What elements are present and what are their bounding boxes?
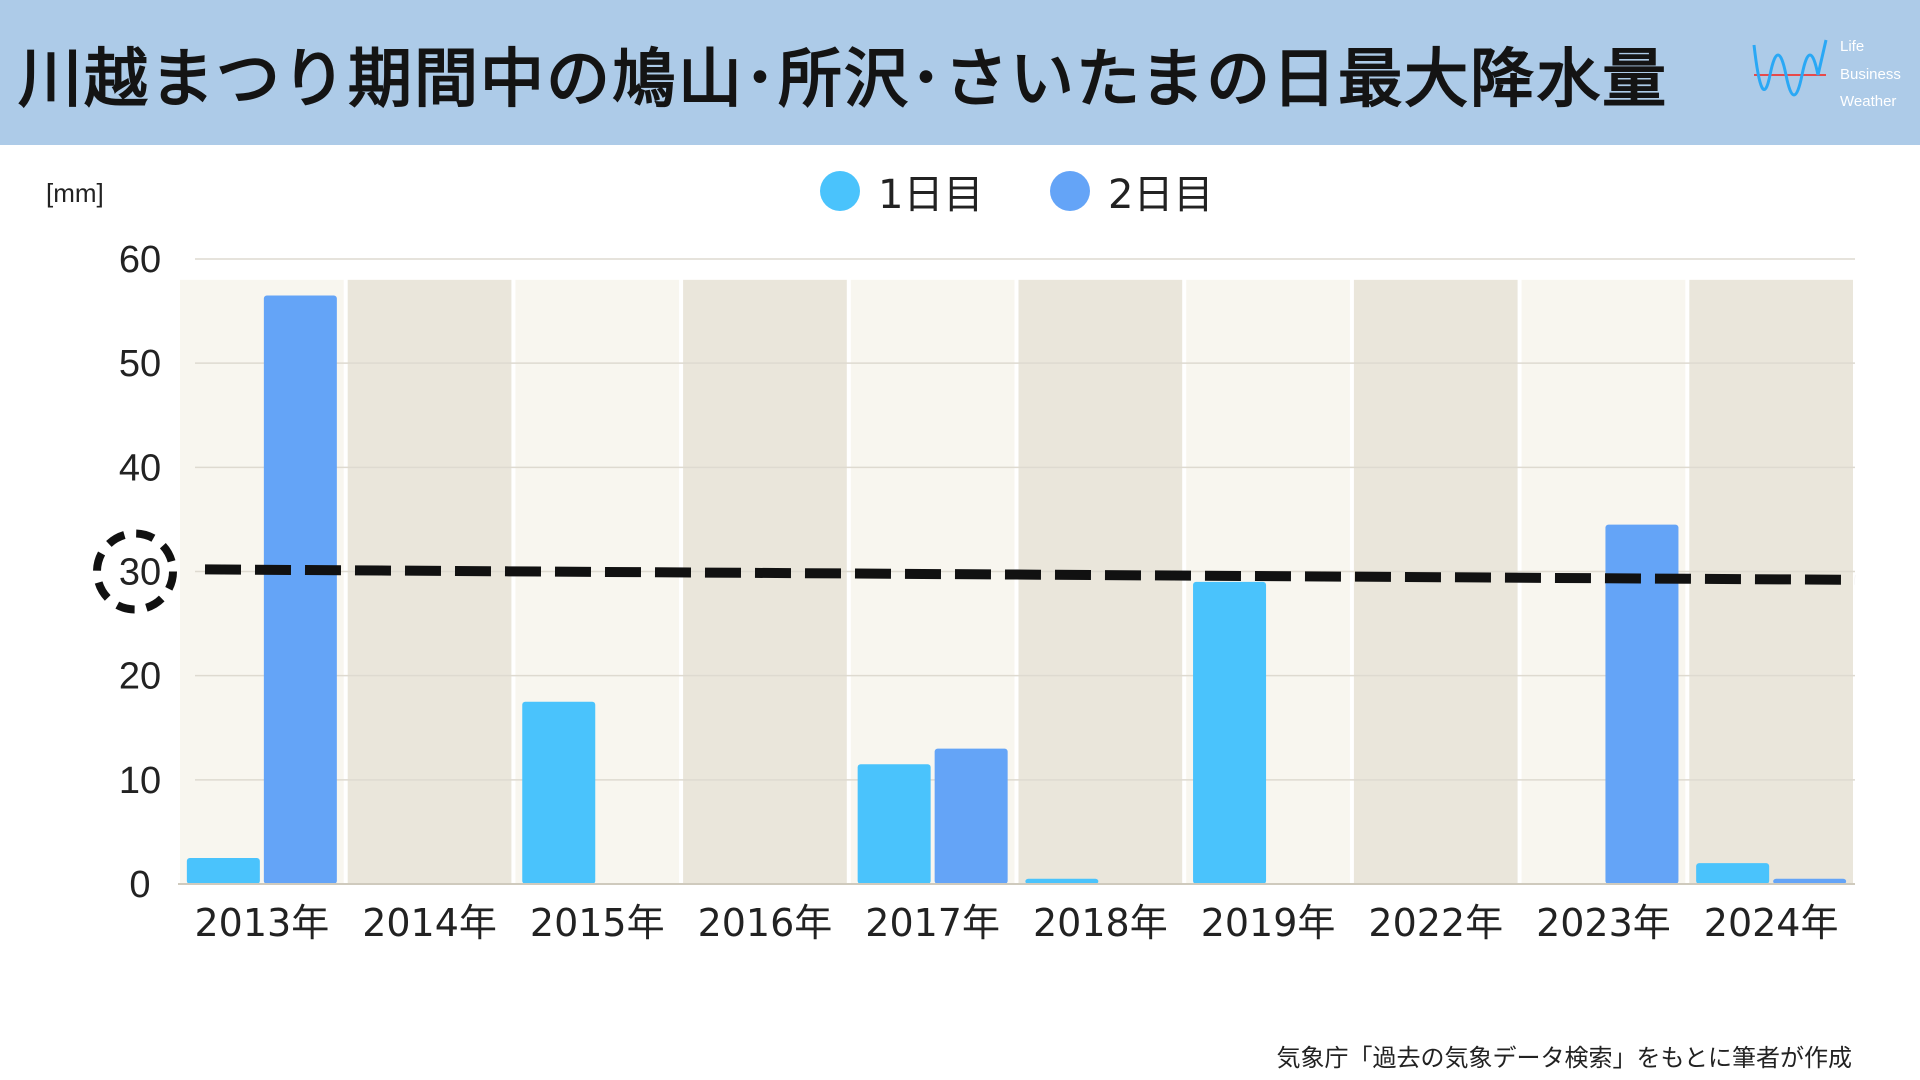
reference-line-dashed bbox=[204, 564, 1856, 585]
bar-2-4 bbox=[934, 748, 1008, 884]
highlight-circle-30 bbox=[93, 529, 177, 614]
x-tick-label-3: 2016年 bbox=[698, 901, 833, 945]
bar-1-5 bbox=[1025, 878, 1099, 884]
bar-2-8 bbox=[1605, 524, 1679, 884]
y-tick-label-40: 40 bbox=[119, 447, 161, 489]
y-tick-label-50: 50 bbox=[119, 343, 161, 385]
y-tick-label-10: 10 bbox=[119, 760, 161, 802]
bar-chart: 0 10 20 30 40 50 60 2013年 2014年 2015年 2016年 2017年 20… bbox=[93, 239, 1856, 945]
x-tick-label-6: 2019年 bbox=[1201, 901, 1336, 945]
bar-2-0 bbox=[263, 295, 337, 884]
x-tick-label-0: 2013年 bbox=[194, 901, 329, 945]
brand-logo: Life Business Weather bbox=[1750, 30, 1920, 120]
x-tick-label-7: 2022年 bbox=[1368, 901, 1503, 945]
bar-1-0 bbox=[186, 857, 260, 884]
x-tick-label-5: 2018年 bbox=[1033, 901, 1168, 945]
category-bg-5 bbox=[1018, 279, 1183, 884]
legend-item-day2: 2日目 bbox=[1050, 162, 1213, 220]
logo-text-line2: Business bbox=[1840, 66, 1901, 83]
category-bg-3 bbox=[683, 279, 847, 884]
x-tick-label-9: 2024年 bbox=[1704, 901, 1839, 945]
page-title: 川越まつり期間中の鳩山･所沢･さいたまの日最大降水量 bbox=[18, 43, 1669, 117]
logo-text-line1: Life bbox=[1840, 38, 1865, 55]
source-note: 気象庁「過去の気象データ検索」をもとに筆者が作成 bbox=[1276, 1044, 1852, 1072]
x-tick-label-1: 2014年 bbox=[362, 901, 497, 945]
bar-1-9 bbox=[1696, 863, 1770, 884]
wave-logo-icon bbox=[1752, 39, 1828, 97]
legend-swatch-day1 bbox=[820, 171, 860, 211]
x-tick-label-4: 2017年 bbox=[865, 901, 1000, 945]
y-axis-unit-label: [mm] bbox=[46, 178, 104, 208]
legend-swatch-day2 bbox=[1050, 171, 1090, 211]
legend-label-day2: 2日目 bbox=[1108, 172, 1214, 218]
category-bg-1 bbox=[347, 279, 512, 884]
logo-text-line3: Weather bbox=[1840, 93, 1897, 110]
header-banner: 川越まつり期間中の鳩山･所沢･さいたまの日最大降水量 Life Business… bbox=[0, 0, 1920, 145]
x-tick-label-8: 2023年 bbox=[1536, 901, 1671, 945]
legend-label-day1: 1日目 bbox=[878, 172, 984, 218]
legend-item-day1: 1日目 bbox=[820, 162, 983, 220]
bar-2-9 bbox=[1773, 878, 1847, 884]
bar-1-6 bbox=[1193, 581, 1267, 884]
x-tick-label-2: 2015年 bbox=[530, 901, 665, 945]
chart-legend: 1日目 2日目 bbox=[0, 162, 1920, 218]
y-tick-label-20: 20 bbox=[119, 656, 161, 698]
y-tick-label-60: 60 bbox=[119, 239, 161, 281]
y-tick-label-0: 0 bbox=[129, 864, 150, 906]
bar-1-2 bbox=[522, 701, 596, 884]
bar-1-4 bbox=[857, 764, 931, 884]
y-tick-label-30: 30 bbox=[119, 552, 161, 594]
